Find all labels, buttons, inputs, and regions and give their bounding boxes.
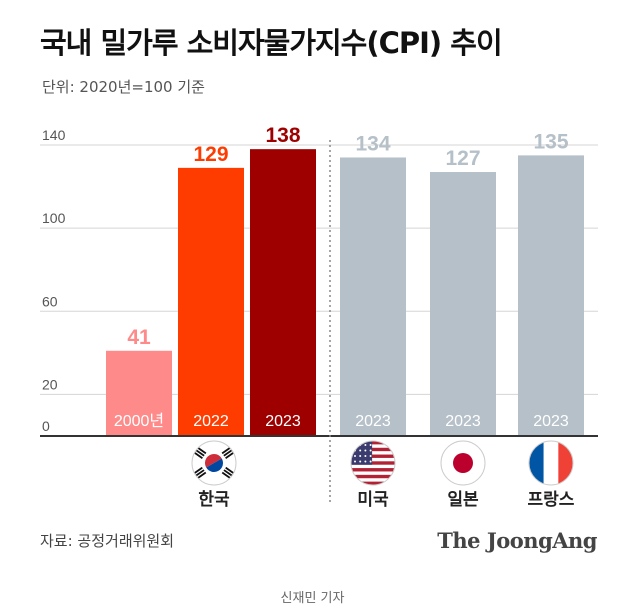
bar-value-label: 127 — [445, 147, 480, 170]
bar-category-label: 2023 — [533, 413, 569, 430]
unit-note: 단위: 2020년=100 기준 — [42, 78, 205, 96]
chart-title: 국내 밀가루 소비자물가지수(CPI) 추이 — [40, 26, 503, 60]
bar — [430, 172, 496, 436]
cpi-bar-chart: 0 20 60 100 140 41 2000년 129 2022 138 2023 134 2023 1… — [40, 124, 598, 510]
bar — [340, 157, 406, 436]
country-label: 일본 — [447, 490, 479, 510]
country-label: 한국 — [198, 490, 230, 510]
country-label: 프랑스 — [528, 490, 575, 510]
usa-flag-icon — [350, 440, 396, 486]
y-tick-label: 20 — [42, 376, 58, 392]
brand-logo: The JoongAng — [437, 528, 597, 553]
bar-category-label: 2022 — [193, 413, 229, 430]
bar-category-label: 2023 — [355, 413, 391, 430]
reporter-credit: 신재민 기자 — [280, 591, 345, 606]
bar-value-label: 135 — [533, 130, 568, 153]
bar-value-label: 129 — [193, 143, 228, 166]
bar-value-label: 134 — [355, 132, 390, 155]
y-tick-label: 0 — [42, 418, 50, 434]
bar — [518, 155, 584, 436]
bar-category-label: 2023 — [265, 413, 301, 430]
japan-flag-icon — [440, 440, 486, 486]
bar — [106, 350, 172, 436]
france-flag-icon — [528, 440, 574, 486]
bar-value-label: 138 — [265, 124, 300, 147]
source-note: 자료: 공정거래위원회 — [40, 532, 175, 550]
bar — [178, 167, 244, 436]
y-tick-label: 100 — [42, 210, 66, 226]
y-tick-label: 60 — [42, 293, 58, 309]
bar-category-label: 2000년 — [114, 412, 164, 430]
korea-flag-icon — [191, 440, 237, 486]
country-label: 미국 — [357, 490, 389, 510]
y-tick-label: 140 — [42, 127, 66, 143]
bar-value-label: 41 — [127, 326, 151, 349]
bar-category-label: 2023 — [445, 413, 481, 430]
bar — [250, 149, 316, 436]
